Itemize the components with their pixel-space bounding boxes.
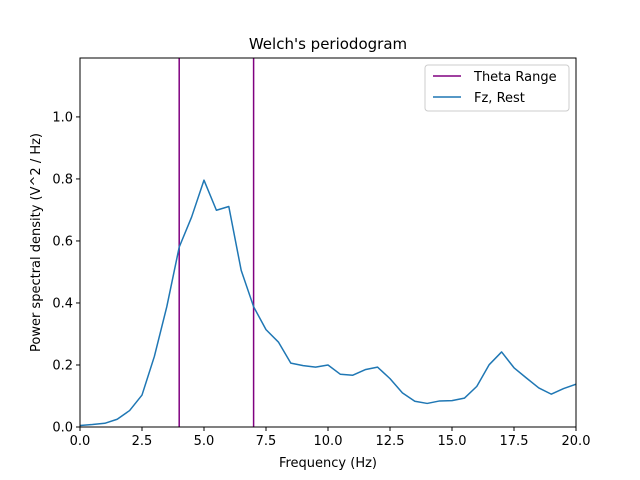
x-tick-label: 15.0 [438,434,467,449]
x-tick-label: 5.0 [194,434,215,449]
y-tick-label: 0.0 [52,421,73,436]
y-tick-label: 0.4 [52,296,73,311]
y-tick-label: 0.8 [52,172,73,187]
y-tick-label: 0.2 [52,358,73,373]
series-line-fz-rest [80,179,576,427]
x-tick-label: 2.5 [132,434,153,449]
chart-title: Welch's periodogram [249,35,407,53]
legend-label-theta-range: Theta Range [473,70,557,85]
legend: Theta Range Fz, Rest [424,64,570,112]
x-tick-label: 12.5 [376,434,405,449]
y-tick-label: 0.6 [52,234,73,249]
x-tick-label: 10.0 [314,434,343,449]
x-tick-label: 17.5 [500,434,529,449]
y-tick-label: 1.0 [52,110,73,125]
y-axis-label: Power spectral density (V^2 / Hz) [29,133,44,352]
legend-label-fz-rest: Fz, Rest [474,91,525,106]
x-tick-label: 0.0 [70,434,91,449]
x-tick-label: 20.0 [562,434,591,449]
plot-frame [79,57,577,428]
x-tick-label: 7.5 [256,434,277,449]
x-axis-label: Frequency (Hz) [279,456,377,471]
